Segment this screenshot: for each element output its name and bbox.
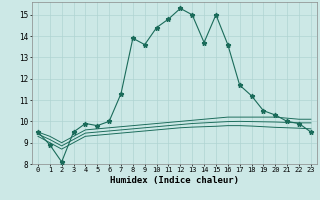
X-axis label: Humidex (Indice chaleur): Humidex (Indice chaleur) <box>110 176 239 185</box>
